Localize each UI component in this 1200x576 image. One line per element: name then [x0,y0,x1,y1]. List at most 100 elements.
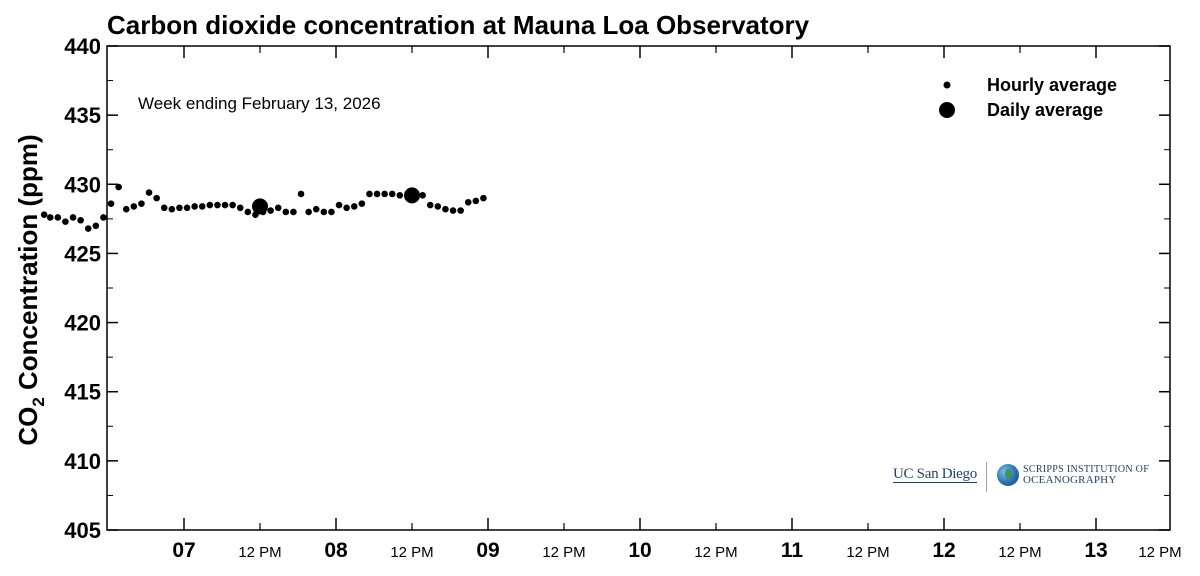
y-tick-label: 430 [64,172,101,197]
hourly-point [198,203,206,210]
x-noon-label: 12 PM [390,544,433,561]
y-tick-label: 440 [64,34,101,59]
hourly-point [62,218,69,225]
hourly-point [214,201,221,209]
hourly-point [426,201,434,209]
hourly-point [122,205,130,213]
hourly-point [434,203,442,210]
x-day-label: 08 [324,539,348,562]
hourly-point [40,211,48,219]
chart-title: Carbon dioxide concentration at Mauna Lo… [107,10,810,40]
scripps-logo: SCRIPPS INSTITUTION OF OCEANOGRAPHY [997,464,1149,486]
x-day-label: 11 [781,539,804,562]
x-noon-label: 12 PM [238,544,281,561]
week-annotation: Week ending February 13, 2026 [138,94,381,113]
hourly-point [312,205,320,213]
hourly-point [176,204,183,212]
hourly-point [183,204,191,212]
hourly-point [464,198,472,206]
hourly-point [229,201,236,209]
legend-hourly-marker [943,81,951,89]
hourly-point [328,208,335,216]
hourly-point [472,197,480,205]
daily-average-series [252,187,420,215]
y-tick-label: 435 [64,103,101,128]
hourly-point [457,207,464,214]
hourly-point [297,190,305,198]
x-noon-label: 12 PM [542,544,585,561]
x-noon-label: 12 PM [998,544,1041,561]
hourly-point [305,208,312,216]
globe-icon [997,464,1019,486]
y-axis-label-main: CO [13,407,43,446]
x-noon-label: 12 PM [846,544,889,561]
hourly-point [115,183,122,191]
hourly-point [358,200,366,207]
ucsd-logo: UC San Diego [893,466,977,483]
hourly-point [419,192,426,199]
scripps-logo-line1: SCRIPPS INSTITUTION OF [1023,464,1150,475]
x-axis-ticks: 07 08 09 10 11 12 13 12 PM 12 PM 12 PM 12 PM 12 PM 1… [172,46,1182,562]
hourly-point [84,225,92,232]
y-axis-label-subscript: 2 [29,397,48,406]
hourly-point [221,201,229,209]
hourly-point [442,205,449,213]
x-day-label: 12 [932,539,955,562]
legend-hourly-label: Hourly average [987,75,1117,95]
hourly-point [107,200,115,207]
hourly-point [320,208,328,216]
hourly-point [145,189,153,196]
y-tick-label: 415 [64,380,101,405]
hourly-point [274,204,282,212]
hourly-point [160,204,168,212]
hourly-point [138,200,145,207]
hourly-point [168,205,176,213]
x-day-label: 13 [1084,539,1107,562]
hourly-point [92,222,100,230]
y-axis-label: CO2 Concentration (ppm) [13,134,48,445]
hourly-point [191,203,198,210]
y-axis-ticks: 405 410 415 420 425 430 435 440 [64,34,1170,543]
hourly-point [69,214,77,221]
y-tick-label: 410 [64,449,101,474]
hourly-point [335,201,343,209]
hourly-point [100,214,107,221]
y-tick-label: 425 [64,241,101,266]
hourly-point [153,194,160,202]
svg-text:CO2 Concentration (ppm): CO2 Concentration (ppm) [13,134,48,445]
hourly-point [381,190,388,198]
hourly-point [480,194,487,202]
y-tick-label: 420 [64,311,101,336]
y-axis-label-rest: Concentration (ppm) [13,134,43,397]
legend: Hourly average Daily average [939,75,1117,120]
x-day-label: 10 [628,539,651,562]
x-noon-label: 12 PM [694,544,737,561]
daily-point [252,198,268,215]
hourly-point [343,204,350,212]
hourly-point [449,207,457,214]
legend-daily-marker [939,102,955,118]
x-noon-label: 12 PM [1138,544,1181,561]
hourly-point [350,203,358,210]
hourly-point [290,208,297,216]
hourly-point [46,214,54,221]
hourly-point [206,201,214,209]
hourly-point [373,190,381,198]
hourly-point [54,214,62,221]
hourly-point [282,208,290,216]
scripps-logo-line2: OCEANOGRAPHY [1023,474,1117,486]
hourly-point [236,204,244,212]
daily-point [404,187,420,204]
hourly-point [77,216,84,224]
x-day-label: 07 [172,539,195,562]
hourly-point [366,190,373,198]
logo-divider [986,462,987,492]
hourly-point [244,208,252,216]
y-tick-label: 405 [64,518,101,543]
x-day-label: 09 [476,539,499,562]
hourly-point [130,203,138,210]
hourly-average-series [40,183,487,232]
hourly-point [267,207,274,214]
hourly-point [396,192,404,199]
